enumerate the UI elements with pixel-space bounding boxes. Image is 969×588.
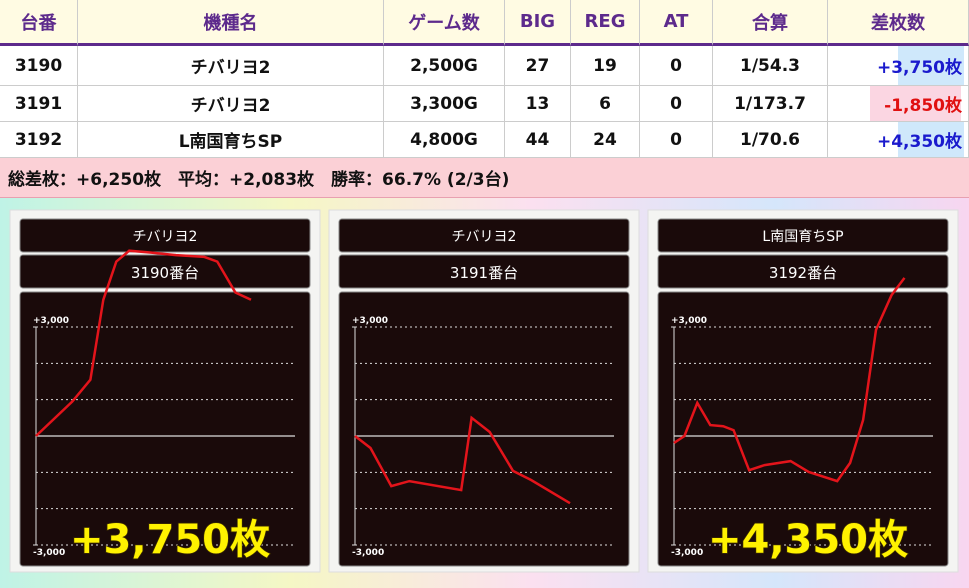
chart-title: L南国育ちSP xyxy=(762,229,843,245)
table-cell: 機種名 xyxy=(78,0,384,46)
table-cell: 19 xyxy=(571,46,640,86)
data-line xyxy=(354,415,571,505)
table-cell: AT xyxy=(640,0,713,46)
title-box xyxy=(19,218,311,253)
table-cell: +4,350枚 xyxy=(828,122,969,158)
table-cell: 4,800G xyxy=(384,122,505,158)
data-line xyxy=(673,277,906,483)
chart-panel: チバリヨ2 3190番台 +3,000 -3,000 +3,750枚 xyxy=(9,209,321,573)
y-tick-label: -3,000 xyxy=(352,548,384,558)
table-cell: ゲーム数 xyxy=(384,0,505,46)
table-cell: 6 xyxy=(571,86,640,122)
table-cell: 0 xyxy=(640,86,713,122)
table-cell: REG xyxy=(571,0,640,46)
table-cell: 44 xyxy=(505,122,571,158)
summary: 総差枚：+6,250枚 平均：+2,083枚 勝率：66.7% (2/3台) xyxy=(0,158,969,198)
table-cell: -1,850枚 xyxy=(828,86,969,122)
table-cell: 台番 xyxy=(0,0,78,46)
table-cell: BIG xyxy=(505,0,571,46)
result-overlay: +3,750枚 xyxy=(70,517,270,563)
title-box xyxy=(657,218,949,253)
table-cell: 1/70.6 xyxy=(713,122,828,158)
table-cell: L南国育ちSP xyxy=(78,122,384,158)
chart-title: チバリヨ2 xyxy=(133,229,198,245)
table-cell: 1/54.3 xyxy=(713,46,828,86)
chart-subtitle: 3192番台 xyxy=(769,264,837,282)
y-tick-label: -3,000 xyxy=(671,548,703,558)
table-cell: 3191 xyxy=(0,86,78,122)
table-cell: 13 xyxy=(505,86,571,122)
plot-box xyxy=(657,291,949,567)
table-cell: +3,750枚 xyxy=(828,46,969,86)
subtitle-box xyxy=(338,254,630,289)
table-cell: 3,300G xyxy=(384,86,505,122)
data-line xyxy=(35,249,252,437)
chart-subtitle: 3190番台 xyxy=(131,264,199,282)
y-tick-label: +3,000 xyxy=(33,316,69,326)
title-box xyxy=(338,218,630,253)
chart-subtitle: 3191番台 xyxy=(450,264,518,282)
table-cell: 3192 xyxy=(0,122,78,158)
table-cell: 2,500G xyxy=(384,46,505,86)
table-cell: チバリヨ2 xyxy=(78,46,384,86)
y-tick-label: -3,000 xyxy=(33,548,65,558)
subtitle-box xyxy=(657,254,949,289)
chart-title: チバリヨ2 xyxy=(452,229,517,245)
table-cell: 24 xyxy=(571,122,640,158)
table-cell: 差枚数 xyxy=(828,0,969,46)
table-cell: 1/173.7 xyxy=(713,86,828,122)
table-cell: 3190 xyxy=(0,46,78,86)
table-cell: 合算 xyxy=(713,0,828,46)
chart-panel: チバリヨ2 3191番台 +3,000 -3,000 xyxy=(328,209,640,573)
table-cell: 27 xyxy=(505,46,571,86)
table-cell: チバリヨ2 xyxy=(78,86,384,122)
chart-panel: L南国育ちSP 3192番台 +3,000 -3,000 +4,350枚 xyxy=(647,209,959,573)
result-overlay: +4,350枚 xyxy=(708,517,908,563)
y-tick-label: +3,000 xyxy=(671,316,707,326)
table-cell: 0 xyxy=(640,122,713,158)
table-cell: 0 xyxy=(640,46,713,86)
y-tick-label: +3,000 xyxy=(352,316,388,326)
